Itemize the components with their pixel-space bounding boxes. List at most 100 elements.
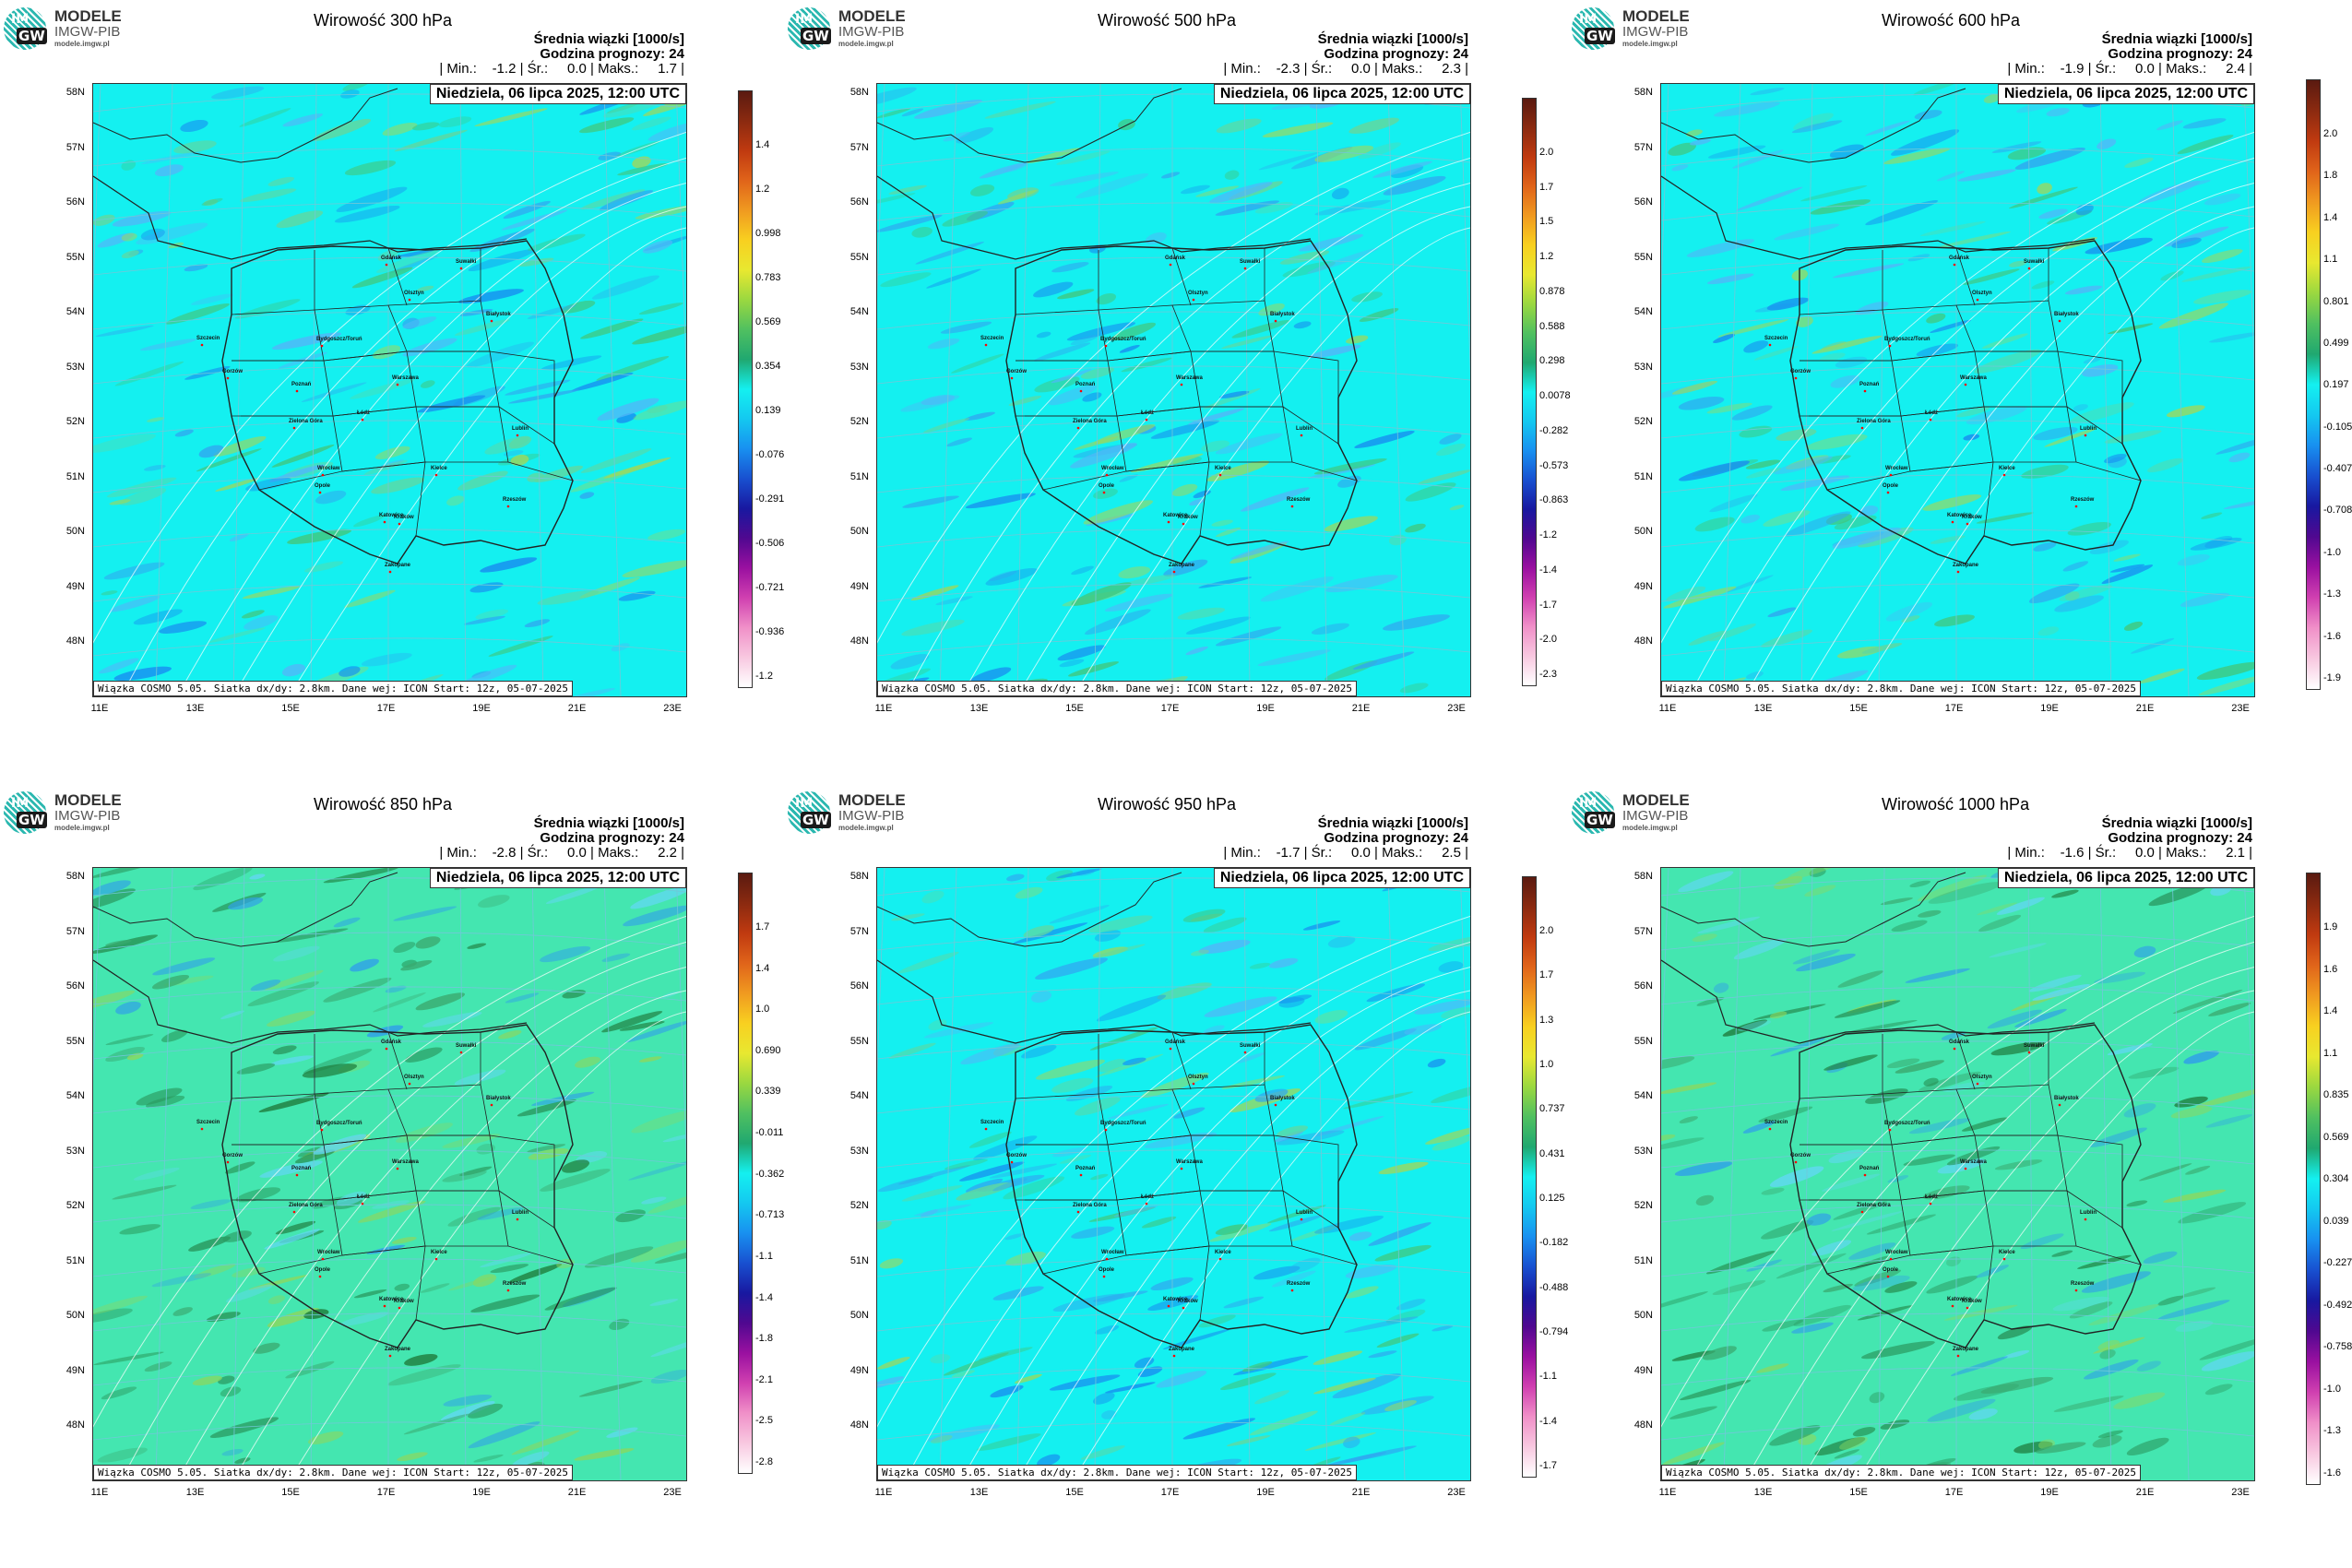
vorticity-streak: [112, 210, 172, 227]
stats-line: | Min.: -1.6 | Śr.: 0.0 | Maks.: 2.1 |: [2007, 845, 2252, 861]
city-label: Suwałki: [2024, 1043, 2045, 1049]
vorticity-streak: [2088, 1303, 2159, 1326]
city-label: Gorzów: [1790, 1153, 1811, 1158]
colorbar-tick-label: 1.2: [1539, 251, 1554, 263]
city-marker: [2002, 473, 2006, 477]
city-label: Gdańsk: [381, 255, 402, 261]
latitude-line: [877, 986, 1470, 1005]
vorticity-streak: [654, 1247, 686, 1264]
panel-subtitle: Średnia wiązki [1000/s]: [2101, 815, 2252, 831]
vorticity-streak: [1049, 1374, 1121, 1391]
vorticity-streak: [333, 917, 361, 928]
longitude-line: [155, 84, 173, 696]
vorticity-streak: [1903, 1154, 1955, 1166]
vorticity-streak: [1679, 460, 1750, 481]
city-label: Rzeszów: [2071, 497, 2095, 503]
vorticity-streak: [174, 429, 194, 437]
city-marker: [2074, 505, 2078, 508]
vorticity-streak: [1834, 1000, 1901, 1018]
model-info-footer: Wiązka COSMO 5.05. Siatka dx/dy: 2.8km. …: [1661, 681, 2141, 696]
imgw-logo-icon: IM GW: [788, 7, 831, 50]
vorticity-streak: [1746, 468, 1782, 479]
vorticity-streak: [2196, 661, 2254, 681]
logo-mark-top: IM: [11, 796, 30, 811]
vorticity-streak: [1891, 920, 1928, 932]
city-label: Bydgoszcz/Toruń: [1884, 337, 1930, 342]
city-marker: [1794, 376, 1798, 380]
vorticity-streak: [1439, 434, 1462, 445]
vorticity-streak: [271, 445, 335, 468]
vorticity-streak: [281, 663, 306, 677]
vorticity-streak: [235, 1187, 281, 1203]
vorticity-streak: [1290, 1225, 1339, 1241]
height-contour: [176, 966, 686, 1480]
colorbar-tick-label: 1.4: [755, 139, 770, 150]
vorticity-streak: [527, 1144, 566, 1153]
vorticity-streak: [1713, 982, 1729, 993]
vorticity-streak: [1113, 1205, 1158, 1218]
vorticity-streak: [890, 654, 930, 670]
city-marker: [1860, 1210, 1864, 1214]
city-marker: [1079, 389, 1083, 393]
colorbar-tick-label: -1.3: [2323, 588, 2341, 600]
city-label: Opole: [1883, 1267, 1899, 1273]
longitude-label: 17E: [1944, 1487, 1964, 1498]
vorticity-streak: [888, 1042, 936, 1059]
vorticity-streak: [1023, 925, 1054, 938]
vorticity-streak: [371, 477, 425, 494]
vorticity-streak: [361, 652, 412, 667]
vorticity-streak: [1122, 1057, 1146, 1065]
height-contour: [904, 157, 1470, 696]
latitude-line: [1661, 1149, 2254, 1169]
voivodeship-border: [1171, 247, 1192, 306]
vorticity-streak: [1203, 1025, 1225, 1035]
city-label: Katowice: [1163, 1297, 1188, 1302]
vorticity-streak: [1056, 868, 1102, 879]
vorticity-streak: [363, 459, 408, 475]
vorticity-streak: [339, 1312, 389, 1326]
vorticity-streak: [470, 1294, 540, 1313]
city-marker: [1976, 298, 1979, 302]
vorticity-streak: [1690, 138, 1711, 146]
latitude-label: 57N: [1633, 141, 1653, 153]
longitude-label: 23E: [663, 1487, 682, 1498]
vorticity-streak: [622, 560, 686, 578]
vorticity-streak: [1836, 646, 1883, 659]
vorticity-streak: [560, 300, 596, 314]
latitude-label: 53N: [1633, 361, 1653, 373]
city-marker: [1192, 298, 1195, 302]
latitude-label: 56N: [1633, 196, 1653, 208]
latitude-line: [877, 1149, 1470, 1169]
colorbar-tick-label: -1.1: [755, 1250, 773, 1262]
vorticity-streak: [1216, 527, 1241, 538]
vorticity-streak: [2136, 1360, 2161, 1372]
panel-subtitle: Średnia wiązki [1000/s]: [1317, 31, 1468, 47]
vorticity-streak: [473, 1454, 504, 1463]
latitude-line: [877, 1258, 1470, 1277]
city-label: Kraków: [1962, 515, 1982, 520]
latitude-line: [877, 529, 1470, 548]
longitude-label: 21E: [2135, 703, 2155, 714]
vorticity-streak: [2201, 1351, 2254, 1372]
vorticity-streak: [1809, 868, 1826, 877]
vorticity-streak: [562, 1159, 589, 1173]
latitude-line: [1661, 1040, 2254, 1060]
vorticity-streak: [334, 205, 400, 223]
city-marker: [1104, 344, 1108, 348]
vorticity-streak: [997, 189, 1038, 205]
vorticity-streak: [1678, 397, 1725, 410]
height-contour: [176, 182, 686, 696]
city-marker: [1889, 1257, 1893, 1261]
model-info-footer: Wiązka COSMO 5.05. Siatka dx/dy: 2.8km. …: [93, 1465, 573, 1480]
city-marker: [388, 1354, 392, 1358]
latitude-label: 57N: [65, 925, 85, 937]
baltic-coast: [1661, 959, 2096, 1044]
vorticity-streak: [1773, 456, 1833, 475]
vorticity-streak: [2123, 1103, 2156, 1118]
vorticity-streak: [1104, 1382, 1156, 1394]
vorticity-streak: [1015, 886, 1043, 899]
longitude-line: [1878, 84, 1885, 696]
vorticity-streak: [121, 250, 139, 259]
latitude-label: 52N: [849, 416, 869, 427]
